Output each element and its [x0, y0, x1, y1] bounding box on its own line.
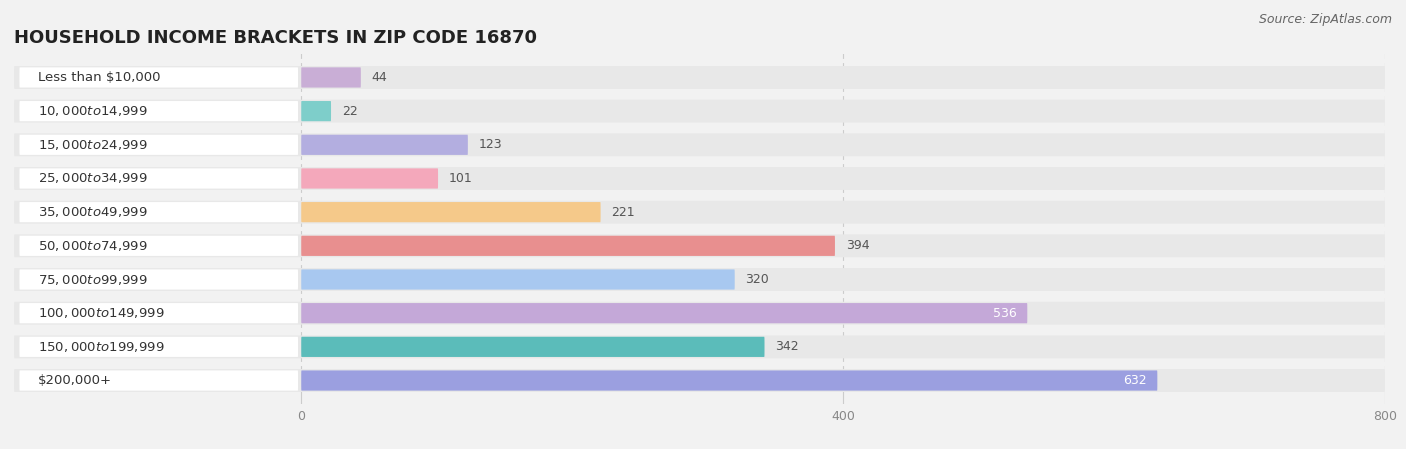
Text: Less than $10,000: Less than $10,000: [38, 71, 160, 84]
FancyBboxPatch shape: [20, 101, 298, 121]
FancyBboxPatch shape: [20, 67, 298, 88]
Text: $10,000 to $14,999: $10,000 to $14,999: [38, 104, 148, 118]
FancyBboxPatch shape: [14, 335, 1385, 358]
FancyBboxPatch shape: [301, 168, 439, 189]
FancyBboxPatch shape: [14, 369, 1385, 392]
FancyBboxPatch shape: [14, 302, 1385, 325]
FancyBboxPatch shape: [301, 67, 361, 88]
Text: $15,000 to $24,999: $15,000 to $24,999: [38, 138, 148, 152]
FancyBboxPatch shape: [20, 269, 298, 290]
Text: $75,000 to $99,999: $75,000 to $99,999: [38, 273, 148, 286]
FancyBboxPatch shape: [301, 337, 765, 357]
FancyBboxPatch shape: [20, 202, 298, 222]
Text: 320: 320: [745, 273, 769, 286]
Text: $35,000 to $49,999: $35,000 to $49,999: [38, 205, 148, 219]
Text: 394: 394: [846, 239, 869, 252]
FancyBboxPatch shape: [20, 135, 298, 155]
FancyBboxPatch shape: [301, 101, 330, 121]
FancyBboxPatch shape: [301, 135, 468, 155]
Text: HOUSEHOLD INCOME BRACKETS IN ZIP CODE 16870: HOUSEHOLD INCOME BRACKETS IN ZIP CODE 16…: [14, 29, 537, 47]
FancyBboxPatch shape: [301, 370, 1157, 391]
Text: 44: 44: [371, 71, 388, 84]
FancyBboxPatch shape: [301, 303, 1028, 323]
FancyBboxPatch shape: [14, 268, 1385, 291]
Text: 123: 123: [478, 138, 502, 151]
FancyBboxPatch shape: [20, 236, 298, 256]
FancyBboxPatch shape: [20, 370, 298, 391]
FancyBboxPatch shape: [20, 337, 298, 357]
Text: 632: 632: [1123, 374, 1146, 387]
Text: $50,000 to $74,999: $50,000 to $74,999: [38, 239, 148, 253]
FancyBboxPatch shape: [14, 100, 1385, 123]
FancyBboxPatch shape: [14, 167, 1385, 190]
Text: 536: 536: [993, 307, 1017, 320]
Text: Source: ZipAtlas.com: Source: ZipAtlas.com: [1258, 13, 1392, 26]
FancyBboxPatch shape: [14, 201, 1385, 224]
Text: 101: 101: [449, 172, 472, 185]
FancyBboxPatch shape: [301, 236, 835, 256]
FancyBboxPatch shape: [301, 269, 735, 290]
FancyBboxPatch shape: [14, 66, 1385, 89]
Text: $25,000 to $34,999: $25,000 to $34,999: [38, 172, 148, 185]
Text: $150,000 to $199,999: $150,000 to $199,999: [38, 340, 165, 354]
FancyBboxPatch shape: [14, 234, 1385, 257]
Text: $200,000+: $200,000+: [38, 374, 112, 387]
Text: 22: 22: [342, 105, 357, 118]
Text: $100,000 to $149,999: $100,000 to $149,999: [38, 306, 165, 320]
FancyBboxPatch shape: [20, 168, 298, 189]
Text: 221: 221: [612, 206, 636, 219]
FancyBboxPatch shape: [20, 303, 298, 323]
Text: 342: 342: [775, 340, 799, 353]
FancyBboxPatch shape: [301, 202, 600, 222]
FancyBboxPatch shape: [14, 133, 1385, 156]
